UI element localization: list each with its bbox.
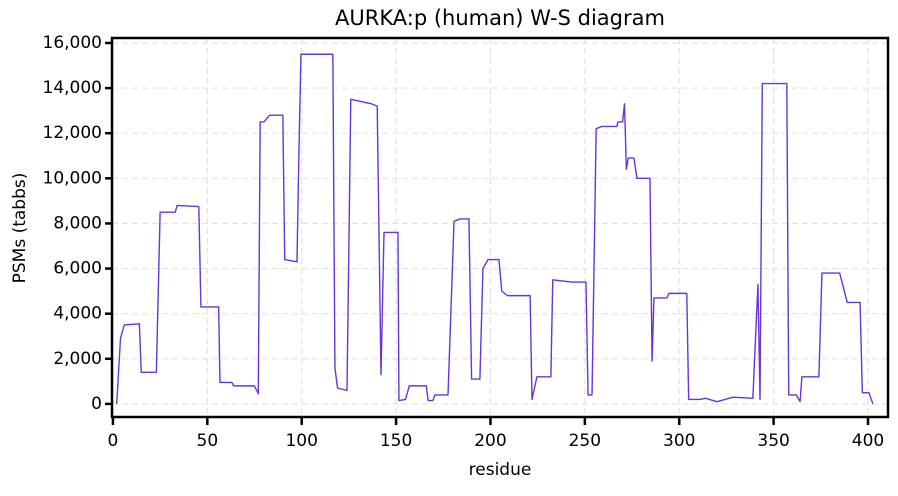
x-tick-label: 300 (663, 431, 695, 451)
y-axis-label: PSMs (tabbs) (10, 173, 30, 284)
y-tick-label: 4,000 (53, 304, 102, 324)
y-tick-label: 14,000 (43, 78, 102, 98)
y-tick-label: 16,000 (43, 33, 102, 53)
y-tick-label: 6,000 (53, 259, 102, 279)
x-axis-label: residue (469, 460, 532, 480)
x-tick-label: 150 (380, 431, 412, 451)
x-tick-label: 350 (757, 431, 789, 451)
x-tick-label: 250 (569, 431, 601, 451)
y-tick-label: 0 (91, 394, 102, 414)
y-tick-label: 10,000 (43, 168, 102, 188)
x-tick-label: 200 (474, 431, 506, 451)
data-line (116, 53, 874, 405)
chart-title: AURKA:p (human) W-S diagram (335, 6, 665, 30)
x-tick-label: 50 (197, 431, 219, 451)
y-tick-label: 2,000 (53, 349, 102, 369)
plot-frame (110, 36, 890, 419)
x-tick-label: 100 (285, 431, 317, 451)
x-tick-label: 400 (852, 431, 884, 451)
x-tick-label: 0 (108, 431, 119, 451)
y-tick-label: 12,000 (43, 123, 102, 143)
y-tick-label: 8,000 (53, 213, 102, 233)
